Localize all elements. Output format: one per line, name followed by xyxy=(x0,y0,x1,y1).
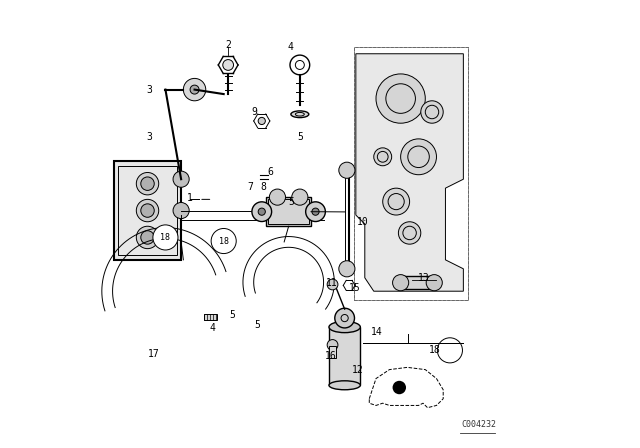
Circle shape xyxy=(190,85,199,94)
Text: 6: 6 xyxy=(267,168,273,177)
Circle shape xyxy=(184,78,206,101)
Text: 16: 16 xyxy=(325,351,337,361)
Circle shape xyxy=(141,177,154,190)
Text: 4: 4 xyxy=(209,323,216,333)
Ellipse shape xyxy=(291,111,309,118)
Text: 3: 3 xyxy=(147,132,153,142)
Circle shape xyxy=(269,189,285,205)
Circle shape xyxy=(339,162,355,178)
Text: 5: 5 xyxy=(254,320,260,330)
Ellipse shape xyxy=(329,381,360,390)
Circle shape xyxy=(306,202,325,222)
Circle shape xyxy=(141,231,154,244)
Text: 4: 4 xyxy=(288,42,294,52)
Circle shape xyxy=(339,261,355,277)
Circle shape xyxy=(327,279,338,290)
Text: 15: 15 xyxy=(349,283,361,293)
Text: 18: 18 xyxy=(428,345,440,355)
Circle shape xyxy=(223,60,234,70)
Text: 13: 13 xyxy=(418,273,429,283)
Text: 10: 10 xyxy=(357,217,369,227)
Text: C004232: C004232 xyxy=(461,420,496,429)
Bar xyxy=(401,276,436,289)
Circle shape xyxy=(136,226,159,249)
Circle shape xyxy=(312,208,319,215)
Bar xyxy=(329,346,336,358)
Circle shape xyxy=(173,202,189,219)
Circle shape xyxy=(173,171,189,187)
Circle shape xyxy=(136,199,159,222)
Polygon shape xyxy=(369,367,443,408)
Bar xyxy=(204,314,217,320)
Circle shape xyxy=(153,225,178,250)
Bar xyxy=(269,199,309,224)
Circle shape xyxy=(136,172,159,195)
Circle shape xyxy=(426,275,442,291)
Bar xyxy=(118,166,177,255)
Text: 2: 2 xyxy=(225,40,231,50)
Circle shape xyxy=(392,275,409,291)
Text: 14: 14 xyxy=(371,327,383,336)
Circle shape xyxy=(141,204,154,217)
Text: 3: 3 xyxy=(147,85,153,95)
Circle shape xyxy=(258,117,266,125)
Text: 7: 7 xyxy=(248,182,253,192)
Text: 11: 11 xyxy=(326,278,338,288)
Text: 18: 18 xyxy=(219,237,228,246)
Bar xyxy=(266,197,311,226)
Text: 5: 5 xyxy=(297,132,303,142)
Circle shape xyxy=(376,74,426,123)
Text: 8: 8 xyxy=(260,182,266,192)
Text: 1: 1 xyxy=(186,193,192,203)
Polygon shape xyxy=(102,228,226,311)
Bar xyxy=(329,327,360,385)
Bar xyxy=(353,47,468,300)
Circle shape xyxy=(401,139,436,175)
Bar xyxy=(114,161,181,260)
Polygon shape xyxy=(356,54,463,291)
Text: 5: 5 xyxy=(230,310,236,320)
Circle shape xyxy=(392,381,406,394)
Text: 5: 5 xyxy=(288,197,294,207)
Bar xyxy=(353,47,468,300)
Polygon shape xyxy=(243,237,334,309)
Circle shape xyxy=(374,148,392,166)
Circle shape xyxy=(258,208,266,215)
Ellipse shape xyxy=(329,322,360,332)
Circle shape xyxy=(383,188,410,215)
Text: 17: 17 xyxy=(147,349,159,359)
Circle shape xyxy=(421,101,444,123)
Text: 12: 12 xyxy=(351,365,363,375)
Circle shape xyxy=(292,189,308,205)
Circle shape xyxy=(327,340,338,350)
Circle shape xyxy=(398,222,421,244)
Text: 18: 18 xyxy=(161,233,170,242)
Text: 9: 9 xyxy=(252,107,257,117)
Circle shape xyxy=(252,202,271,222)
Circle shape xyxy=(335,308,355,328)
Circle shape xyxy=(211,228,236,254)
